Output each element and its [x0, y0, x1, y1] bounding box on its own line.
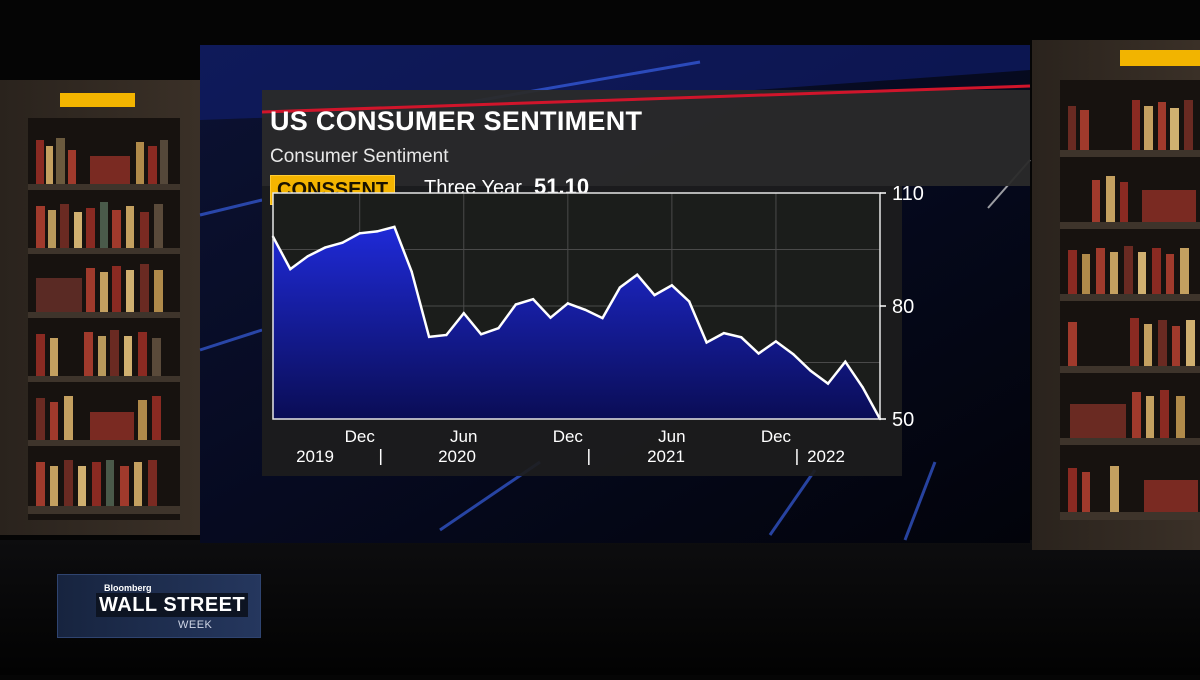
- chart-subtitle: Consumer Sentiment: [270, 146, 449, 167]
- logo-main: WALL STREET: [96, 593, 249, 617]
- y-tick-label: 80: [892, 296, 914, 318]
- x-tick-label: Dec: [345, 427, 376, 446]
- y-tick-label: 50: [892, 409, 914, 431]
- logo-sub: WEEK: [178, 619, 213, 631]
- x-tick-label: Jun: [450, 427, 477, 446]
- x-year-label: 2020: [438, 447, 476, 466]
- series-line: [271, 225, 882, 420]
- x-year-label: 2022: [807, 447, 845, 466]
- x-year-label: 2021: [647, 447, 685, 466]
- x-year-label: 2019: [296, 447, 334, 466]
- series-area: [273, 226, 880, 419]
- logo-brand: Bloomberg: [104, 583, 152, 593]
- y-tick-label: 110: [892, 183, 924, 205]
- axes: 110 80 50 Dec Jun Dec Jun Dec 2019 2020 2021 2022: [272, 183, 924, 466]
- x-tick-label: Dec: [553, 427, 584, 446]
- x-tick-label: Dec: [761, 427, 792, 446]
- chart-title: US CONSUMER SENTIMENT: [270, 106, 643, 136]
- x-tick-label: Jun: [658, 427, 685, 446]
- show-logo: Bloomberg WALL STREET WEEK: [57, 574, 261, 638]
